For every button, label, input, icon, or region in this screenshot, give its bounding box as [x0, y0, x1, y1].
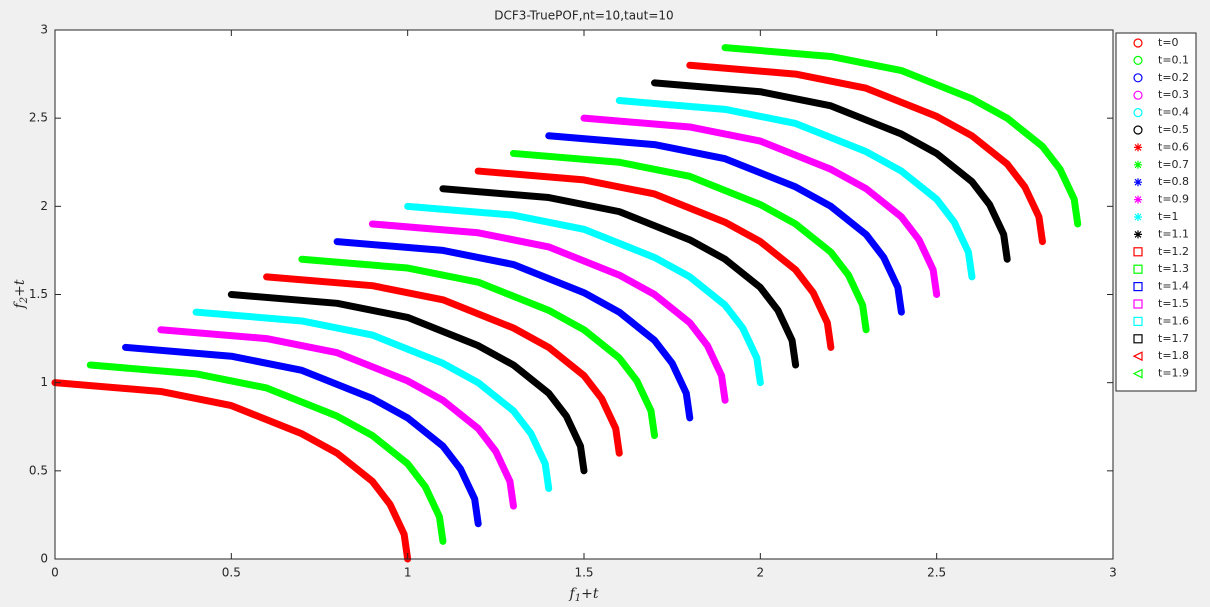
x-tick-label: 0.5	[222, 566, 241, 580]
y-tick-label: 2	[40, 199, 48, 213]
series-line	[192, 308, 553, 492]
legend-label: t=0.3	[1158, 88, 1189, 101]
series-line	[263, 273, 623, 457]
x-tick-label: 2.5	[927, 566, 946, 580]
legend-label: t=1.4	[1158, 280, 1189, 293]
x-axis-label: f1+t	[569, 586, 599, 604]
legend-marker	[1133, 316, 1143, 326]
legend-label: t=1.8	[1158, 349, 1189, 362]
legend-label: t=1.3	[1158, 262, 1189, 275]
legend-marker	[1132, 368, 1143, 379]
x-label-sub: 1	[575, 593, 581, 604]
x-label-base: f	[569, 586, 578, 602]
y-tick-label: 2.5	[29, 111, 48, 125]
plot-area	[51, 44, 1082, 563]
y-tick-label: 0.5	[29, 463, 48, 477]
x-label-rest: +t	[581, 586, 599, 602]
series-line	[545, 132, 905, 316]
legend-label: t=1.9	[1158, 367, 1189, 380]
y-label-base: f	[12, 300, 28, 309]
legend-marker	[1133, 73, 1143, 83]
legend-label: t=1	[1158, 210, 1179, 223]
legend-marker	[1134, 195, 1142, 204]
legend-marker	[1133, 299, 1143, 309]
series-line	[615, 97, 976, 281]
series-line	[404, 202, 764, 387]
series-line	[86, 361, 447, 545]
legend-box	[1115, 32, 1197, 392]
series-line	[157, 326, 517, 510]
series-line	[580, 114, 941, 298]
legend-marker	[1133, 55, 1143, 66]
series-line	[51, 379, 412, 563]
legend-label: t=0.1	[1158, 53, 1189, 66]
legend-label: t=1.2	[1158, 245, 1189, 258]
series-line	[509, 149, 870, 334]
legend-label: t=0.7	[1158, 158, 1189, 171]
legend-marker	[1133, 38, 1143, 48]
series-line	[333, 238, 694, 422]
x-tick-label: 2	[757, 566, 765, 580]
legend-label: t=1.5	[1158, 297, 1189, 310]
legend-label: t=0.6	[1158, 140, 1189, 153]
series-line	[651, 79, 1011, 263]
legend-label: t=0.5	[1158, 123, 1189, 136]
y-axis-label: f2+t	[12, 279, 30, 309]
legend-label: t=1.7	[1158, 332, 1189, 345]
legend-marker	[1133, 247, 1143, 257]
series-line	[298, 255, 659, 440]
legend-marker	[1133, 125, 1143, 135]
legend-marker	[1134, 230, 1142, 239]
legend-marker	[1134, 143, 1142, 152]
legend-label: t=0	[1158, 36, 1179, 49]
series-line	[474, 167, 835, 351]
legend-marker	[1134, 160, 1142, 169]
series-line	[686, 61, 1046, 246]
y-tick-label: 1.5	[29, 287, 48, 301]
legend-marker	[1133, 90, 1143, 100]
y-label-sub: 2	[19, 297, 30, 304]
x-tick-label: 1.5	[574, 566, 593, 580]
legend-label: t=0.4	[1158, 106, 1189, 119]
series-line	[439, 185, 800, 369]
legend-marker	[1133, 264, 1143, 274]
chart-title: DCF3-TruePOF,nt=10,taut=10	[494, 9, 673, 23]
series-line	[368, 220, 729, 404]
legend-marker	[1134, 178, 1142, 187]
legend-marker	[1132, 351, 1143, 362]
legend-marker	[1133, 282, 1143, 292]
legend-marker	[1133, 334, 1143, 344]
series-line	[122, 343, 482, 528]
y-tick-label: 3	[40, 23, 48, 37]
legend-label: t=0.2	[1158, 71, 1189, 84]
x-tick-label: 0	[51, 566, 59, 580]
y-tick-label: 0	[40, 552, 48, 566]
x-tick-label: 3	[1109, 566, 1117, 580]
series-line	[721, 44, 1082, 228]
series-line	[227, 291, 588, 475]
legend-label: t=0.8	[1158, 175, 1189, 188]
x-tick-label: 1	[404, 566, 412, 580]
legend: t=0 t=0.1 t=0.2 t=0.3 t=0.4 t=0.5 t=0.6 t=0.7 t=…	[1115, 32, 1197, 392]
y-tick-label: 1	[40, 375, 48, 389]
y-label-rest: +t	[12, 279, 28, 297]
legend-marker	[1133, 107, 1143, 118]
legend-label: t=0.9	[1158, 193, 1189, 206]
legend-marker	[1134, 213, 1142, 221]
legend-label: t=1.6	[1158, 314, 1189, 327]
legend-label: t=1.1	[1158, 227, 1189, 240]
